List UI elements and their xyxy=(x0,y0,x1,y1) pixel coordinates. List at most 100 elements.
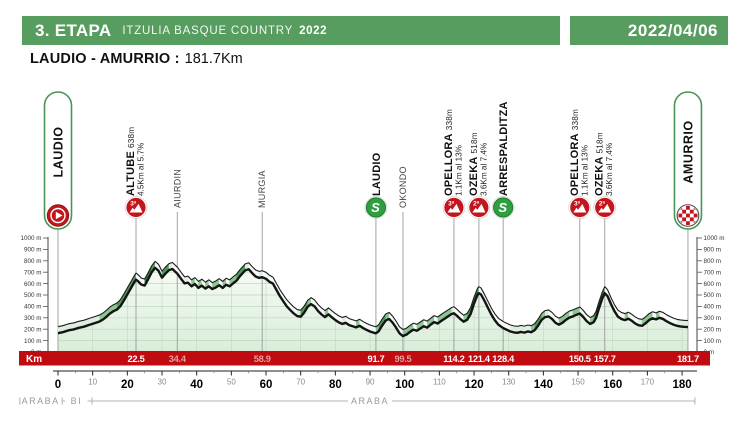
km-bar-value: 128.4 xyxy=(492,354,515,364)
distance-tick-label: 20 xyxy=(121,379,134,391)
km-bar-value: 181.7 xyxy=(677,354,699,364)
km-bar-label: Km xyxy=(26,354,42,365)
distance-tick-label: 160 xyxy=(603,379,622,391)
start-play-icon xyxy=(46,204,70,227)
km-bar-value: 91.7 xyxy=(367,354,384,364)
distance-tick-label-minor: 30 xyxy=(158,378,167,387)
distance-tick-label: 0 xyxy=(55,379,61,391)
elevation-tick-label: 100 m xyxy=(24,338,42,345)
climb-detail: 1.1Km al 13% xyxy=(580,145,589,196)
finish-town-label: AMURRIO xyxy=(681,120,695,183)
climb-name: OZEKA518m xyxy=(594,132,606,196)
km-bar-value: 150.5 xyxy=(569,354,591,364)
climb-detail: 1.1Km al 13% xyxy=(454,145,463,196)
climb-marker: OPELLORA338m 1.1Km al 13% 3ª xyxy=(442,109,466,219)
route-names: LAUDIO - AMURRIO : xyxy=(30,51,180,67)
svg-text:3ª: 3ª xyxy=(130,200,137,207)
distance-tick-label-minor: 70 xyxy=(296,378,305,387)
region-label: BI xyxy=(71,396,83,406)
distance-tick-label: 80 xyxy=(329,379,342,391)
climb-name: ALTUBE638m xyxy=(125,127,137,196)
elevation-tick-label: 700 m xyxy=(24,269,42,276)
start-capsule: LAUDIO xyxy=(43,91,73,230)
distance-tick-label-minor: 150 xyxy=(571,378,585,387)
elevation-tick-label: 500 m xyxy=(704,292,722,299)
climb-marker: OPELLORA338m 1.1Km al 13% 3ª xyxy=(568,109,592,219)
elevation-tick-label: 900 m xyxy=(24,247,42,254)
elevation-tick-label: 1000 m xyxy=(20,235,41,242)
elevation-tick-label: 400 m xyxy=(24,304,42,311)
distance-tick-label: 100 xyxy=(395,379,414,391)
route-distance: 181.7Km xyxy=(184,51,243,67)
route-markers: LAUDIO ALTUBE638m 4.5Km al 5.7% 3ª AIURDI… xyxy=(43,91,703,230)
elevation-tick-label: 1000 m xyxy=(704,235,725,242)
climb-name: OZEKA518m xyxy=(468,132,480,196)
category-2-mountain-icon: 2ª xyxy=(467,196,491,219)
elevation-tick-label: 600 m xyxy=(24,281,42,288)
category-3-mountain-icon: 3ª xyxy=(442,196,466,219)
sprint-name: ARRESPALDITZA xyxy=(498,101,510,196)
race-name: ITZULIA BASQUE COUNTRY xyxy=(122,24,294,37)
finish-capsule: AMURRIO xyxy=(673,91,703,230)
elevation-tick-label: 800 m xyxy=(704,258,722,265)
distance-tick-label-minor: 10 xyxy=(88,378,97,387)
sprint-icon: S xyxy=(364,196,388,219)
distance-tick-label: 60 xyxy=(260,379,273,391)
climb-detail: 4.5Km al 5.7% xyxy=(137,143,146,196)
distance-tick-label-minor: 170 xyxy=(641,378,655,387)
category-2-mountain-icon: 2ª xyxy=(593,196,616,219)
climb-detail: 3.6Km al 7.4% xyxy=(479,143,488,196)
elevation-tick-label: 700 m xyxy=(704,269,722,276)
stage-banner: 3. ETAPA ITZULIA BASQUE COUNTRY 2022 xyxy=(22,16,560,45)
distance-tick-label: 40 xyxy=(190,379,203,391)
climb-marker: OZEKA518m 3.6Km al 7.4% 2ª xyxy=(593,132,616,219)
distance-tick-label-minor: 50 xyxy=(227,378,236,387)
km-bar-value: 99.5 xyxy=(395,354,412,364)
race-year: 2022 xyxy=(299,24,328,37)
profile-ribbon xyxy=(57,260,689,338)
region-line: ARABA BI ARABA xyxy=(19,396,696,406)
finish-checkered-icon xyxy=(676,204,700,227)
climb-marker: ALTUBE638m 4.5Km al 5.7% 3ª xyxy=(124,127,148,219)
sprint-icon: S xyxy=(491,196,515,219)
km-bar-value: 114.2 xyxy=(443,354,464,364)
svg-text:3ª: 3ª xyxy=(574,200,581,207)
distance-tick-label: 120 xyxy=(464,379,483,391)
distance-tick-label-minor: 90 xyxy=(366,378,375,387)
climb-detail: 3.6Km al 7.4% xyxy=(605,143,614,196)
category-3-mountain-icon: 3ª xyxy=(124,196,148,219)
km-bar-value: 58.9 xyxy=(254,354,271,364)
svg-text:S: S xyxy=(371,200,380,215)
distance-axis: 0 20 40 60 80 100 120 140 160 180 10 30 50 70 90 110 130… xyxy=(53,370,697,391)
elevation-tick-label: 400 m xyxy=(704,304,722,311)
profile-area xyxy=(58,267,688,352)
elevation-tick-label: 200 m xyxy=(704,326,722,333)
elevation-tick-label: 200 m xyxy=(24,326,42,333)
sprint-marker: LAUDIO S xyxy=(364,152,388,219)
svg-text:3ª: 3ª xyxy=(448,200,455,207)
town-label: OKONDO xyxy=(398,166,408,208)
distance-tick-label: 140 xyxy=(534,379,553,391)
km-bar-value: 157.7 xyxy=(594,354,616,364)
sprint-name: LAUDIO xyxy=(371,152,383,196)
svg-text:2ª: 2ª xyxy=(473,200,480,207)
distance-tick-label-minor: 110 xyxy=(433,378,446,387)
climb-marker: OZEKA518m 3.6Km al 7.4% 2ª xyxy=(467,132,491,219)
elevation-tick-label: 900 m xyxy=(704,247,722,254)
distance-tick-label: 180 xyxy=(672,379,691,391)
region-label: ARABA xyxy=(351,396,389,406)
distance-tick-label-minor: 130 xyxy=(502,378,516,387)
elevation-tick-label: 600 m xyxy=(704,281,722,288)
start-town-label: LAUDIO xyxy=(52,127,66,178)
elevation-tick-label: 800 m xyxy=(24,258,42,265)
stage-date: 2022/04/06 xyxy=(570,16,728,45)
svg-text:S: S xyxy=(498,200,507,215)
town-label: AIURDIN xyxy=(172,169,182,208)
km-bar-value: 22.5 xyxy=(128,354,145,364)
sprint-marker: ARRESPALDITZA S xyxy=(491,101,515,219)
climb-name: OPELLORA338m xyxy=(569,109,581,196)
climb-name: OPELLORA338m xyxy=(443,109,455,196)
